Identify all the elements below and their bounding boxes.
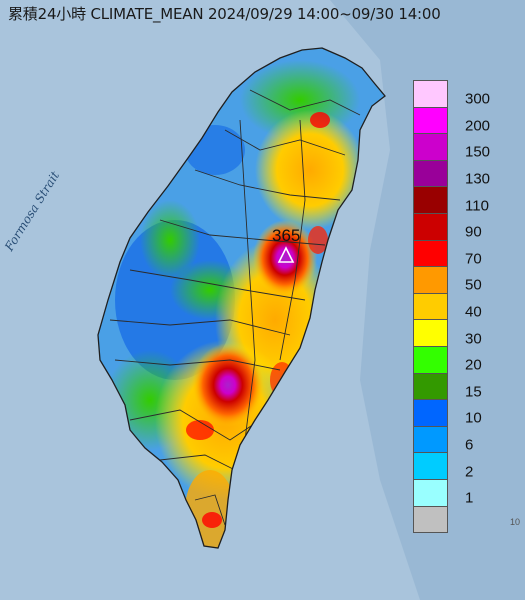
- legend-tick-label: 30: [465, 330, 482, 348]
- red-spot-southwest: [186, 420, 214, 440]
- max-rainfall-label: 365: [272, 226, 301, 245]
- rainfall-legend: [413, 80, 448, 534]
- legend-swatch: [413, 159, 448, 187]
- legend-swatch: [413, 133, 448, 160]
- legend-tick-label: 150: [465, 143, 491, 161]
- legend-tick-label: 20: [465, 356, 482, 374]
- legend-swatch: [413, 186, 448, 213]
- legend-swatch: [413, 505, 448, 534]
- legend-swatch: [413, 106, 448, 134]
- map-title: 累積24小時 CLIMATE_MEAN 2024/09/29 14:00~09/…: [8, 5, 441, 23]
- legend-swatch: [413, 372, 448, 400]
- legend-swatch: [413, 292, 448, 320]
- legend-tick-label: 10: [465, 409, 482, 427]
- south-rain-hotspot: [192, 343, 264, 427]
- legend-swatch: [413, 478, 448, 506]
- red-spot-south-tip: [202, 512, 222, 528]
- legend-tick-label: 15: [465, 383, 482, 401]
- legend-swatch: [413, 345, 448, 373]
- corner-label: 10: [510, 517, 521, 527]
- legend-swatch: [413, 452, 448, 479]
- max-rain-hotspot: [253, 220, 317, 296]
- legend-swatch: [413, 80, 448, 107]
- county-boundaries: [109, 89, 361, 526]
- legend-tick-label: 50: [465, 276, 482, 294]
- legend-tick-label: 70: [465, 250, 482, 268]
- legend-tick-label: 110: [465, 197, 489, 215]
- legend-swatch: [413, 239, 448, 267]
- legend-swatch: [413, 319, 448, 346]
- legend-tick-label: 130: [465, 170, 491, 188]
- legend-swatch: [413, 425, 448, 453]
- legend-tick-label: 300: [465, 90, 491, 108]
- legend-tick-label: 40: [465, 303, 482, 321]
- legend-swatch: [413, 399, 448, 426]
- legend-tick-label: 200: [465, 117, 491, 135]
- legend-tick-label: 6: [465, 436, 474, 454]
- legend-swatch: [413, 266, 448, 293]
- island-coastline: [97, 47, 386, 549]
- legend-tick-label: 90: [465, 223, 482, 241]
- red-spot-east-coast: [308, 226, 328, 254]
- legend-tick-label: 2: [465, 463, 474, 481]
- legend-tick-label: 1: [465, 489, 474, 507]
- max-station-marker-icon: [277, 246, 295, 263]
- green-zone-west: [140, 200, 200, 280]
- legend-swatch: [413, 212, 448, 240]
- red-spot-north: [310, 112, 330, 128]
